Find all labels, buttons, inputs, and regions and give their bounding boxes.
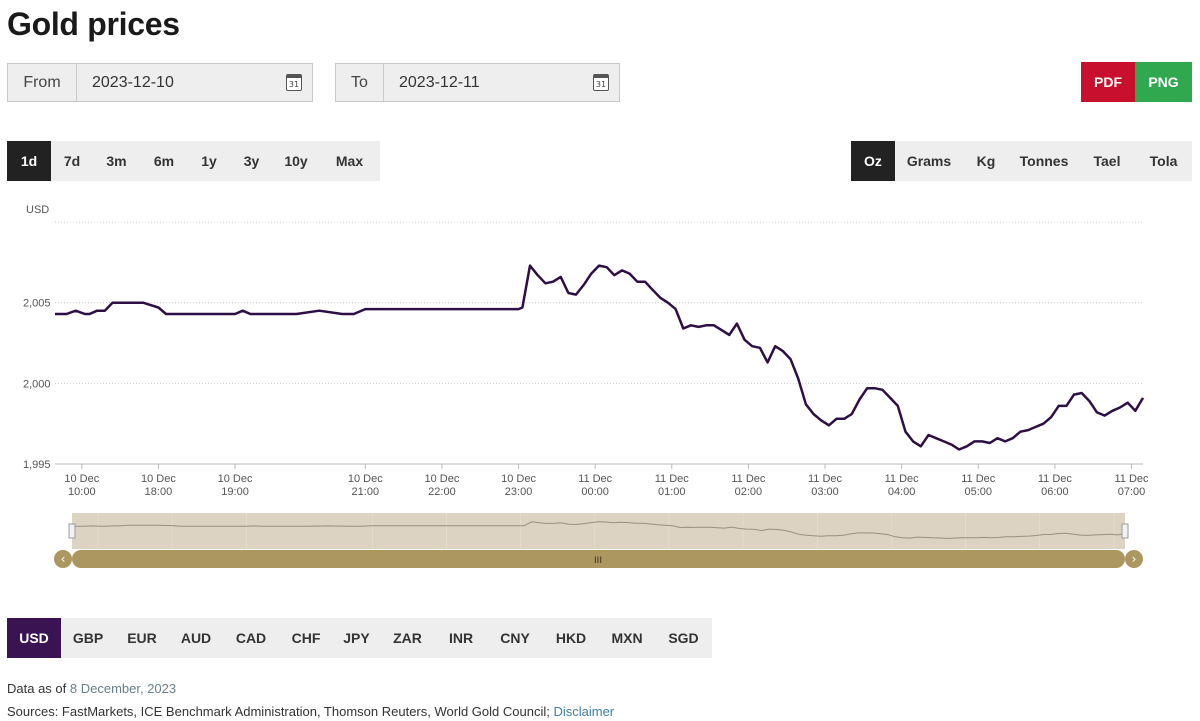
x-tick-label-time: 05:00 [965, 486, 993, 498]
price-series-line [55, 264, 1145, 451]
x-tick-label-date: 10 Dec [348, 473, 383, 485]
currency-button-jpy[interactable]: JPY [343, 630, 370, 646]
x-tick-label-date: 11 Dec [885, 473, 920, 485]
arrow-left-icon: ‹ [61, 552, 66, 566]
x-tick-label-time: 23:00 [505, 486, 533, 498]
page-title: Gold prices [7, 6, 180, 42]
currency-button-gbp[interactable]: GBP [72, 630, 104, 646]
x-tick-label-date: 11 Dec [1114, 473, 1149, 485]
navigator-series-line [72, 521, 1126, 539]
currency-button-inr[interactable]: INR [448, 630, 474, 646]
x-tick-label-time: 02:00 [735, 486, 763, 498]
y-tick-label: 2,005 [23, 298, 51, 310]
x-tick-label-time: 18:00 [145, 486, 173, 498]
timeframe-button-6m[interactable]: 6m [153, 153, 175, 169]
timeframe-selector: 1d 7d 3m 6m 1y 3y 10y Max [7, 141, 380, 181]
timeframe-button-1y[interactable]: 1y [201, 153, 217, 169]
x-tick-label-time: 10:00 [68, 486, 96, 498]
currency-button-zar[interactable]: ZAR [393, 630, 422, 646]
x-tick-label-date: 11 Dec [655, 473, 690, 485]
currency-button-hkd[interactable]: HKD [555, 630, 587, 646]
data-as-of: Data as of 8 December, 2023 [7, 681, 176, 696]
y-tick-label: 1,995 [23, 459, 51, 471]
to-date-picker[interactable]: To 2023-12-11 31 [335, 63, 620, 102]
pdf-export-button[interactable]: PDF [1081, 62, 1135, 102]
disclaimer-link[interactable]: Disclaimer [553, 704, 615, 719]
unit-button-tola[interactable]: Tola [1149, 153, 1178, 169]
x-tick-label-date: 11 Dec [731, 473, 766, 485]
unit-selector: Oz Grams Kg Tonnes Tael Tola [851, 141, 1192, 181]
to-date-value: 2023-12-11 [399, 73, 480, 91]
timeframe-button-max[interactable]: Max [335, 153, 364, 169]
scrollbar-grip-icon[interactable]: III [594, 556, 602, 566]
navigator-left-handle[interactable] [68, 523, 76, 539]
range-navigator[interactable]: III ‹ › [54, 513, 1143, 568]
x-tick-label-time: 00:00 [581, 486, 609, 498]
data-as-of-date: 8 December, 2023 [69, 681, 177, 696]
navigator-scrollbar[interactable] [72, 550, 1125, 568]
sources: Sources: FastMarkets, ICE Benchmark Admi… [7, 704, 614, 719]
from-date-input[interactable]: 2023-12-10 31 [77, 64, 312, 101]
arrow-right-icon: › [1132, 552, 1137, 566]
png-export-button[interactable]: PNG [1135, 62, 1192, 102]
x-tick-label-date: 10 Dec [424, 473, 459, 485]
to-label: To [336, 64, 384, 101]
x-tick-label-time: 22:00 [428, 486, 456, 498]
timeframe-button-3y[interactable]: 3y [243, 153, 260, 169]
x-tick-label-date: 10 Dec [501, 473, 536, 485]
unit-button-oz[interactable]: Oz [851, 141, 895, 181]
unit-button-tonnes[interactable]: Tonnes [1019, 153, 1069, 169]
x-tick-label-time: 21:00 [352, 486, 380, 498]
from-date-picker[interactable]: From 2023-12-10 31 [7, 63, 313, 102]
unit-button-kg[interactable]: Kg [976, 153, 996, 169]
navigator-selection[interactable] [72, 513, 1125, 549]
timeframe-button-3m[interactable]: 3m [106, 153, 127, 169]
data-as-of-label: Data as of [7, 681, 67, 696]
x-tick-label-time: 03:00 [811, 486, 839, 498]
x-tick-label-date: 10 Dec [218, 473, 253, 485]
timeframe-button-10y[interactable]: 10y [284, 153, 308, 169]
x-tick-label-time: 01:00 [658, 486, 686, 498]
unit-button-tael[interactable]: Tael [1093, 153, 1121, 169]
unit-button-grams[interactable]: Grams [906, 153, 952, 169]
y-axis-label: USD [26, 204, 49, 216]
x-tick-label-date: 10 Dec [141, 473, 176, 485]
currency-button-usd[interactable]: USD [7, 618, 61, 658]
x-tick-label-time: 19:00 [221, 486, 249, 498]
x-tick-label-date: 11 Dec [578, 473, 613, 485]
timeframe-button-7d[interactable]: 7d [63, 153, 81, 169]
x-tick-label-time: 06:00 [1041, 486, 1069, 498]
x-tick-label-time: 04:00 [888, 486, 916, 498]
scroll-right-button[interactable] [1125, 550, 1143, 568]
x-tick-label-time: 07:00 [1118, 486, 1146, 498]
currency-button-aud[interactable]: AUD [180, 630, 212, 646]
x-tick-label-date: 11 Dec [961, 473, 996, 485]
x-tick-label-date: 11 Dec [808, 473, 843, 485]
grid-lines [55, 221, 1143, 465]
x-tick-label-date: 11 Dec [1038, 473, 1073, 485]
calendar-icon[interactable]: 31 [286, 74, 302, 91]
scroll-left-button[interactable] [54, 550, 72, 568]
currency-button-sgd[interactable]: SGD [668, 630, 699, 646]
navigator-right-handle[interactable] [1121, 523, 1129, 539]
currency-button-cny[interactable]: CNY [500, 630, 530, 646]
timeframe-button-1d[interactable]: 1d [7, 141, 51, 181]
currency-button-mxn[interactable]: MXN [611, 630, 643, 646]
currency-button-chf[interactable]: CHF [291, 630, 321, 646]
currency-selector: USD GBP EUR AUD CAD CHF JPY ZAR INR CNY HKD MXN SGD [7, 618, 712, 658]
y-tick-label: 2,000 [23, 378, 51, 390]
to-date-input[interactable]: 2023-12-11 31 [384, 64, 619, 101]
sources-text: Sources: FastMarkets, ICE Benchmark Admi… [7, 704, 550, 719]
navigator-grid [97, 513, 1115, 549]
y-axis-ticks: 1,995 2,000 2,005 [23, 298, 51, 471]
x-tick-label-date: 10 Dec [64, 473, 99, 485]
from-date-value: 2023-12-10 [92, 73, 174, 91]
currency-button-cad[interactable]: CAD [235, 630, 267, 646]
currency-button-eur[interactable]: EUR [127, 630, 157, 646]
from-label: From [8, 64, 77, 101]
calendar-icon[interactable]: 31 [593, 74, 609, 91]
